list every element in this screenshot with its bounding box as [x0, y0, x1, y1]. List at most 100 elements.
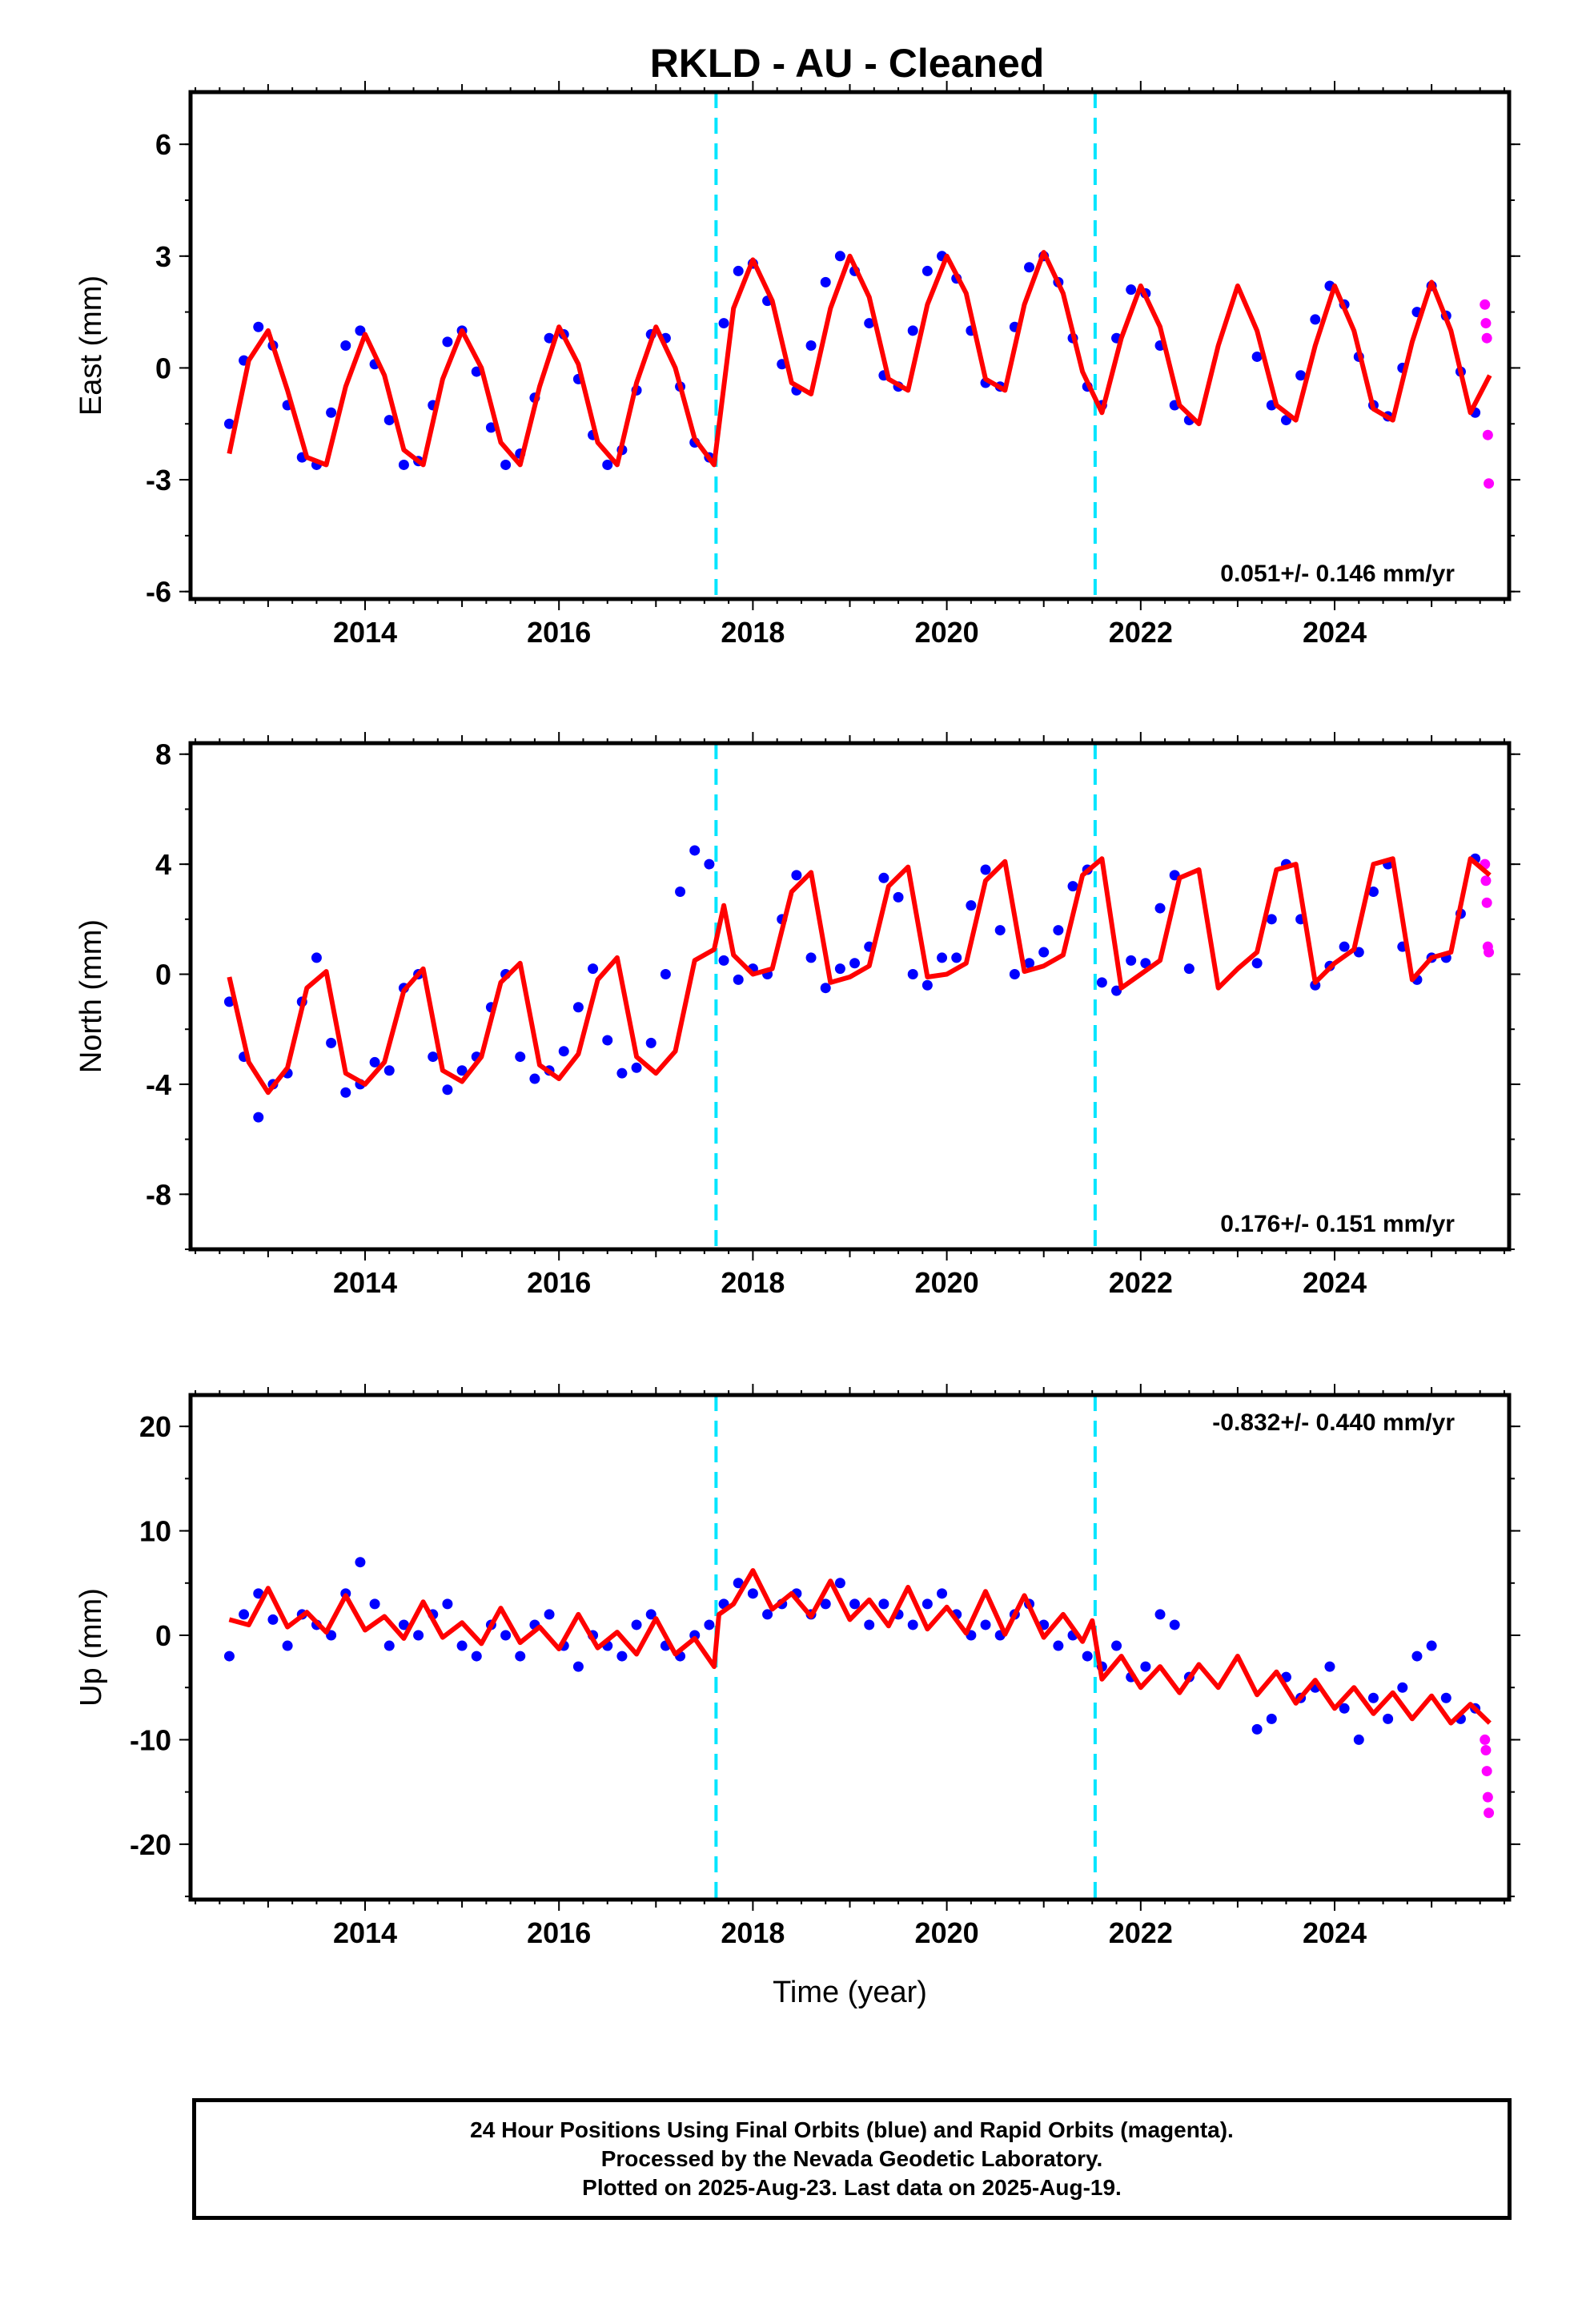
y-tick-label: 10 — [139, 1515, 171, 1548]
y-tick-label: 0 — [155, 959, 171, 991]
x-axis-label: Time (year) — [773, 1976, 927, 2009]
plot-background — [191, 1395, 1509, 1900]
final-orbit-point — [253, 1588, 264, 1599]
panel-up: 2014 2016 2018 2020 2022 2024 -20 -10 0 10 20 Up (m… — [74, 1384, 1520, 2009]
final-orbit-point — [383, 415, 395, 426]
x-tick-label: 2022 — [1109, 1266, 1173, 1299]
final-orbit-point — [820, 1598, 831, 1610]
final-orbit-point — [864, 1619, 875, 1630]
final-orbit-point — [500, 1630, 512, 1641]
final-orbit-point — [326, 1037, 337, 1048]
final-orbit-point — [718, 955, 729, 966]
final-orbit-point — [456, 1065, 468, 1076]
rapid-orbit-point — [1482, 1791, 1493, 1803]
y-tick-label: 4 — [155, 848, 171, 881]
final-orbit-point — [442, 336, 453, 348]
final-orbit-point — [1096, 977, 1107, 988]
rapid-orbit-point — [1480, 318, 1492, 329]
final-orbit-point — [515, 1651, 526, 1662]
final-orbit-point — [428, 1051, 439, 1063]
y-axis-label: North (mm) — [74, 919, 108, 1073]
final-orbit-point — [383, 1640, 395, 1651]
final-orbit-point — [718, 318, 729, 329]
velocity-label: 0.051+/- 0.146 mm/yr — [1220, 561, 1455, 587]
final-orbit-point — [1024, 958, 1035, 969]
rapid-orbit-point — [1480, 875, 1492, 887]
final-orbit-point — [326, 407, 337, 418]
final-orbit-point — [791, 870, 802, 881]
x-tick-label: 2024 — [1303, 1916, 1367, 1949]
final-orbit-point — [616, 1651, 628, 1662]
y-tick-label: -8 — [146, 1178, 171, 1211]
final-orbit-point — [1397, 1682, 1408, 1693]
final-orbit-point — [805, 952, 817, 963]
final-orbit-point — [1053, 1640, 1064, 1651]
final-orbit-point — [937, 1588, 948, 1599]
final-orbit-point — [515, 1051, 526, 1063]
final-orbit-point — [1140, 1661, 1151, 1672]
final-orbit-point — [413, 1630, 424, 1641]
final-orbit-point — [1383, 1713, 1394, 1724]
plot-background — [191, 92, 1509, 599]
final-orbit-point — [820, 276, 831, 287]
final-orbit-point — [369, 1056, 380, 1068]
rapid-orbit-point — [1482, 429, 1493, 440]
y-tick-label: -10 — [130, 1723, 171, 1756]
x-tick-label: 2016 — [527, 1916, 591, 1949]
final-orbit-point — [980, 864, 991, 875]
final-orbit-point — [1024, 262, 1035, 273]
final-orbit-point — [631, 1062, 642, 1073]
rapid-orbit-point — [1480, 299, 1491, 310]
final-orbit-point — [1310, 314, 1321, 325]
final-orbit-point — [747, 1588, 758, 1599]
final-orbit-point — [529, 1073, 540, 1084]
y-tick-label: 6 — [155, 128, 171, 161]
final-orbit-point — [704, 858, 715, 870]
y-tick-label: 20 — [139, 1410, 171, 1443]
final-orbit-point — [1251, 351, 1263, 362]
rapid-orbit-point — [1484, 478, 1495, 489]
rapid-orbit-point — [1481, 897, 1492, 908]
final-orbit-point — [1411, 1651, 1423, 1662]
x-tick-label: 2022 — [1109, 616, 1173, 649]
final-orbit-point — [340, 1087, 351, 1098]
final-orbit-point — [878, 872, 889, 883]
rapid-orbit-point — [1480, 1744, 1492, 1755]
x-tick-label: 2018 — [721, 616, 785, 649]
final-orbit-point — [572, 1002, 584, 1013]
plot-background — [191, 743, 1509, 1249]
y-axis-label: Up (mm) — [74, 1588, 108, 1707]
final-orbit-point — [834, 963, 845, 975]
final-orbit-point — [1440, 1692, 1452, 1703]
x-tick-label: 2020 — [915, 1266, 979, 1299]
panel-north: 2014 2016 2018 2020 2022 2024 -8 -4 0 4 8 North (mm… — [74, 732, 1520, 1299]
final-orbit-point — [921, 979, 933, 991]
final-orbit-point — [689, 845, 701, 856]
rapid-orbit-point — [1480, 1734, 1491, 1745]
final-orbit-point — [1324, 1661, 1335, 1672]
final-orbit-point — [1426, 1640, 1437, 1651]
final-orbit-point — [267, 1614, 279, 1625]
caption-box: 24 Hour Positions Using Final Orbits (bl… — [192, 2098, 1512, 2220]
final-orbit-point — [937, 952, 948, 963]
x-tick-label: 2018 — [721, 1916, 785, 1949]
final-orbit-point — [1339, 941, 1350, 952]
final-orbit-point — [1009, 969, 1020, 980]
plot-frame — [188, 1393, 1512, 1902]
plot-frame — [188, 741, 1512, 1252]
x-tick-label: 2024 — [1303, 1266, 1367, 1299]
final-orbit-point — [864, 318, 875, 329]
final-orbit-point — [1367, 1692, 1379, 1703]
final-orbit-point — [921, 1598, 933, 1610]
final-orbit-point — [602, 459, 613, 470]
y-tick-label: -4 — [146, 1068, 171, 1101]
final-orbit-point — [1353, 1734, 1364, 1745]
final-orbit-point — [951, 952, 962, 963]
final-orbit-point — [282, 1640, 293, 1651]
final-orbit-point — [223, 418, 235, 429]
model-curve — [227, 856, 1492, 1096]
final-orbit-point — [1183, 963, 1195, 975]
rapid-orbit-point — [1484, 947, 1495, 958]
y-tick-label: -6 — [146, 576, 171, 609]
final-orbit-point — [442, 1084, 453, 1096]
